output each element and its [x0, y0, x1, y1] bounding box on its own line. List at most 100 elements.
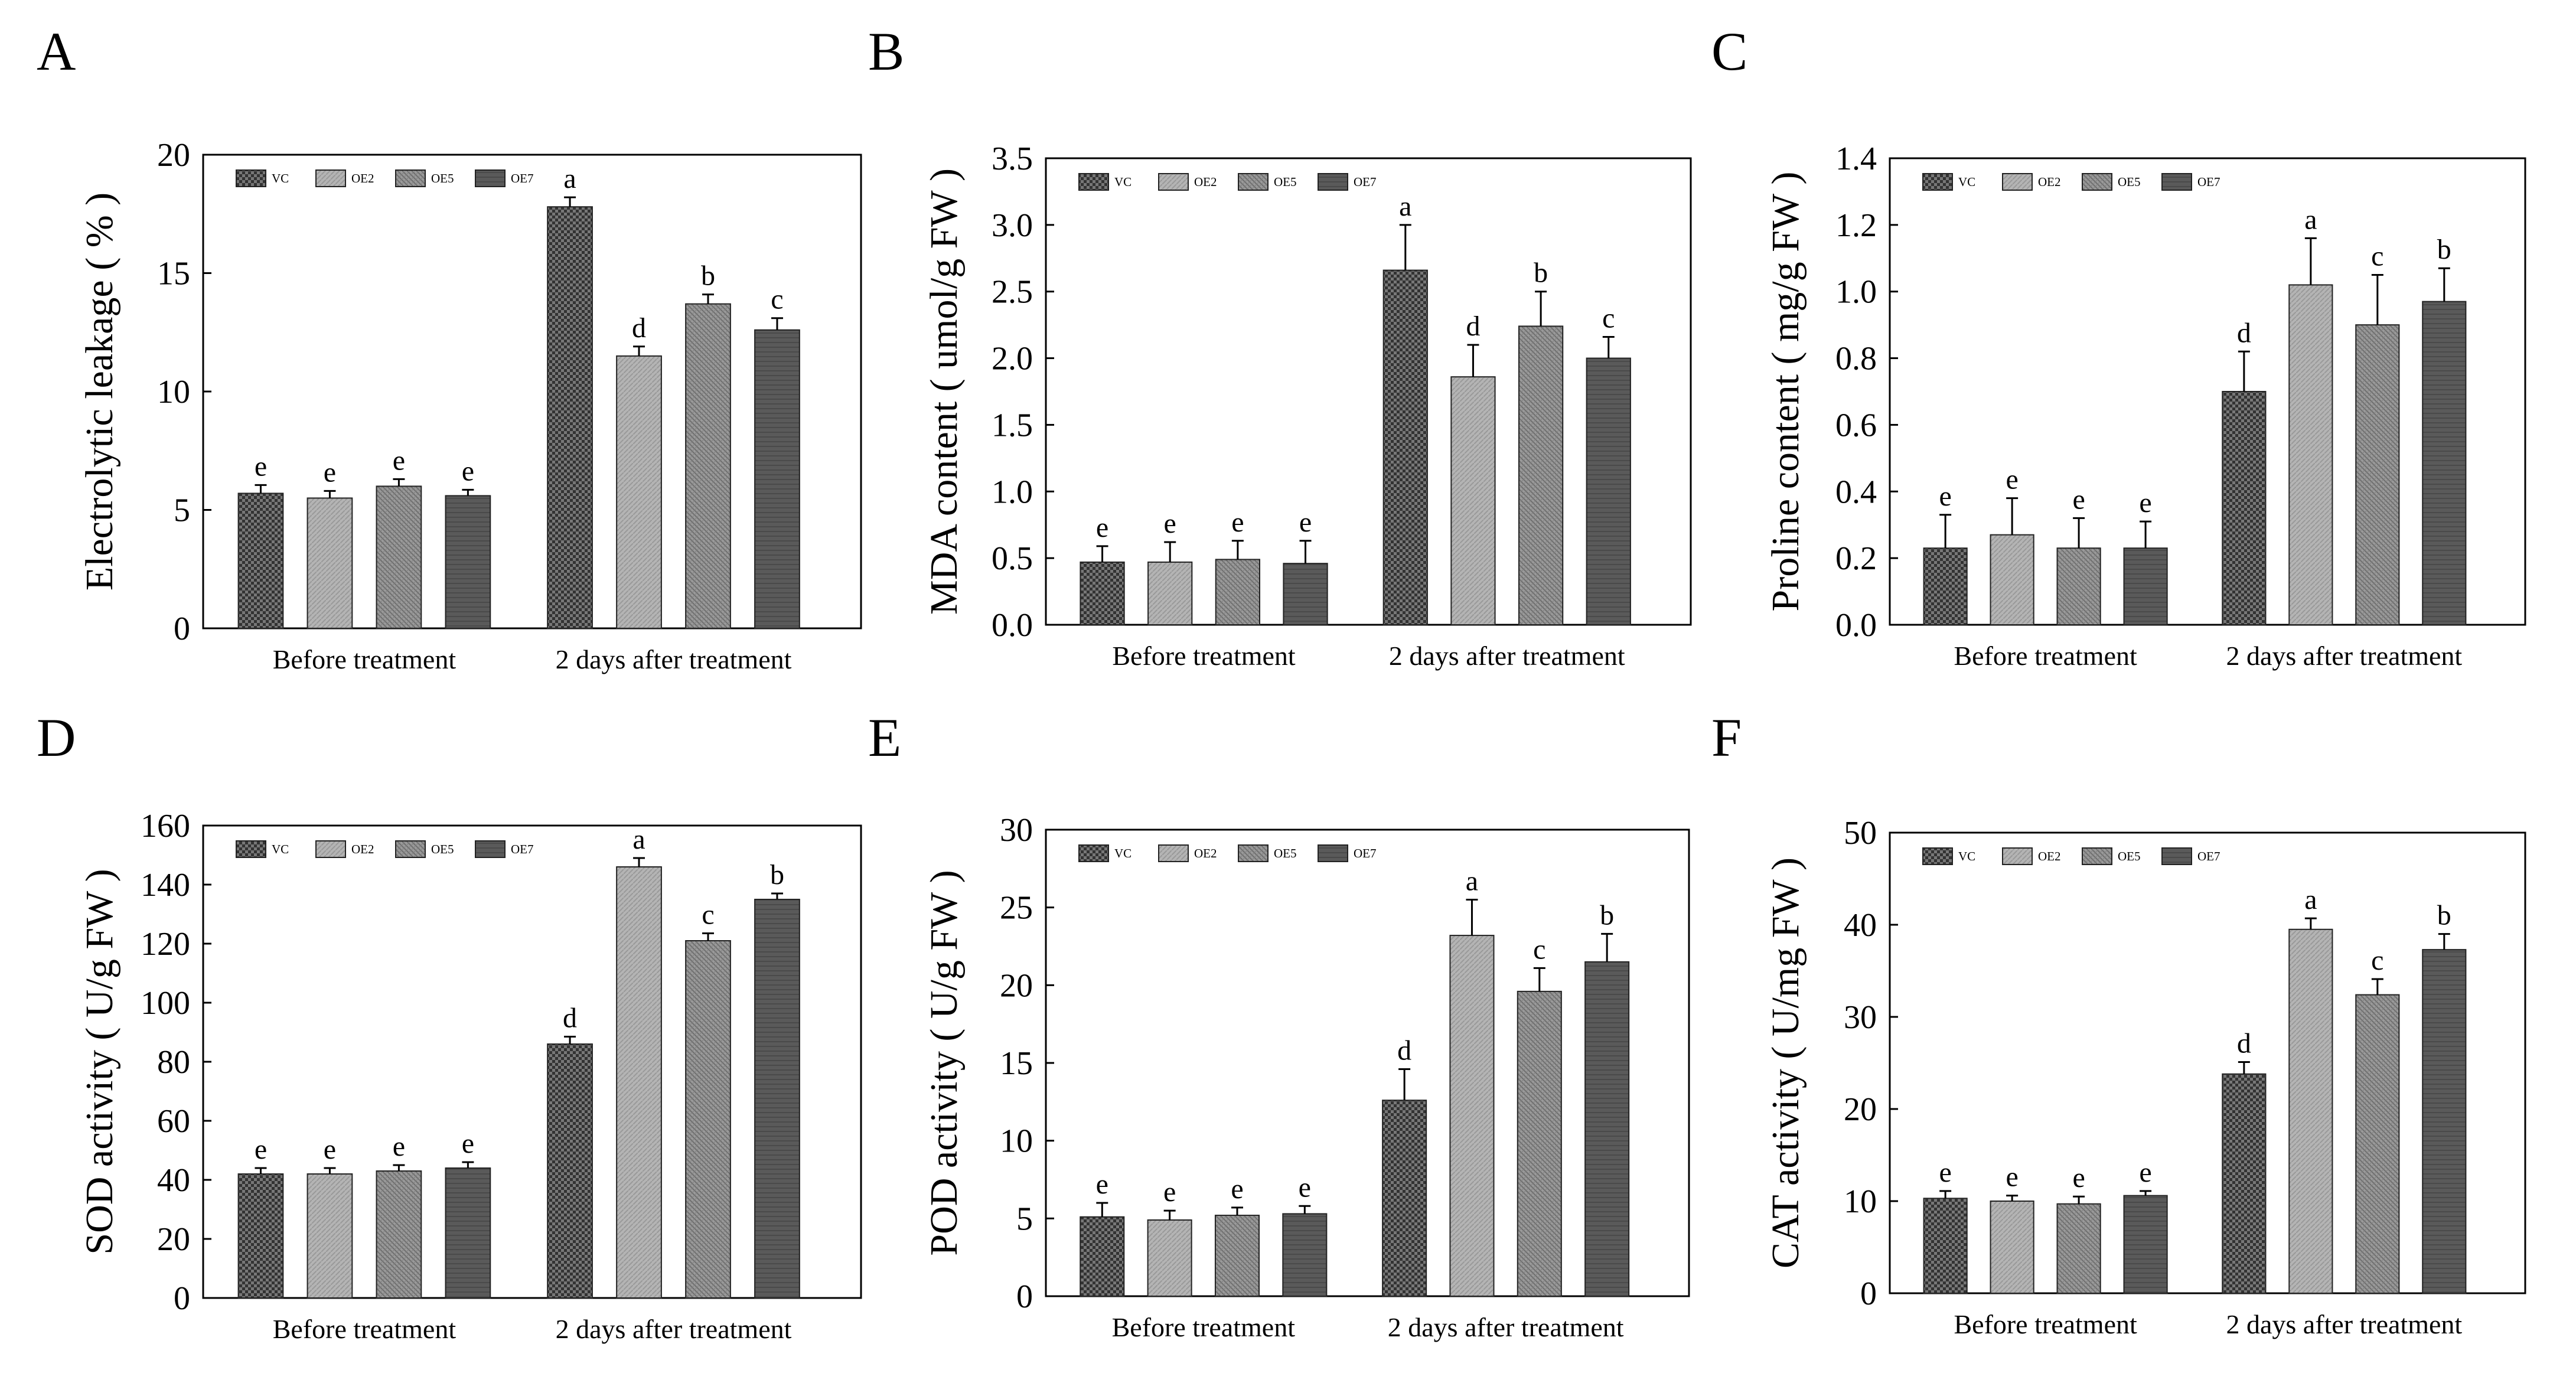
panel-f-bar-vc — [2222, 1073, 2267, 1294]
panel-d-significance-letter: e — [393, 1131, 405, 1162]
panel-b-legend-label: OE5 — [1274, 175, 1297, 189]
panel-a-bar-oe2 — [616, 355, 662, 629]
panel-c-bar-oe7 — [2123, 547, 2168, 626]
panel-b-ytick-label: 2.5 — [992, 274, 1033, 311]
panel-c-bar-vc — [1923, 547, 1968, 626]
panel-e-significance-letter: e — [1096, 1169, 1108, 1200]
panel-c-category-label: 2 days after treatment — [2226, 641, 2462, 671]
panel-d-category-label: Before treatment — [273, 1314, 456, 1344]
panel-a-legend-label: OE5 — [431, 171, 454, 185]
panel-b-significance-letter: e — [1231, 507, 1244, 538]
panel-b-legend-swatch-oe2 — [1158, 173, 1189, 191]
panel-b-ytick-label: 1.5 — [992, 407, 1033, 443]
panel-f-category-label: Before treatment — [1954, 1309, 2137, 1339]
panel-f-significance-letter: b — [2437, 900, 2451, 931]
panel-f-ytick-label: 10 — [1844, 1183, 1877, 1220]
panel-a-category-label: 2 days after treatment — [556, 644, 792, 674]
panel-a-ytick-label: 5 — [174, 492, 190, 529]
panel-d-letter: D — [37, 707, 76, 768]
panel-a: A 0 5 10 15 20 Electrolytic leakage ( % ) e e e e B… — [37, 21, 862, 674]
panel-a-significance-letter: e — [255, 451, 267, 482]
panel-e-significance-letter: a — [1466, 866, 1478, 897]
panel-e: E 0 5 10 15 20 25 30 POD activity ( U/g FW ) e e e e… — [868, 707, 1690, 1342]
panel-f-legend-swatch-oe7 — [2161, 847, 2192, 865]
panel-d: D 0 20 40 60 80 100 120 140 160 SOD activity ( U/g… — [37, 707, 862, 1344]
panel-a-significance-letter: e — [324, 456, 336, 488]
panel-a-bar-vc — [237, 492, 284, 629]
panel-d-ytick-label: 100 — [141, 985, 190, 1022]
panel-c-bar-oe2 — [1990, 534, 2034, 626]
panel-a-legend-swatch-oe2 — [315, 169, 346, 187]
panel-f-frame — [1889, 831, 2526, 1294]
panel-e-legend-swatch-vc — [1078, 844, 1109, 862]
panel-e-legend-swatch-oe5 — [1238, 844, 1269, 862]
panel-d-ytick-label: 120 — [141, 926, 190, 963]
panel-a-significance-letter: a — [563, 163, 576, 194]
panel-f-legend-label: OE5 — [2118, 849, 2141, 863]
panel-a-significance-letter: b — [701, 260, 715, 292]
panel-f-significance-letter: e — [1939, 1157, 1951, 1188]
panel-a-legend-label: OE2 — [351, 171, 374, 185]
panel-a-category-label: Before treatment — [273, 644, 456, 674]
panel-c-bar-oe5 — [2056, 547, 2101, 626]
panel-b-significance-letter: b — [1534, 257, 1548, 289]
panel-d-bar-vc — [237, 1173, 284, 1299]
panel-b-significance-letter: e — [1299, 507, 1312, 538]
panel-d-ytick-label: 140 — [141, 867, 190, 903]
panel-f-letter: F — [1711, 707, 1742, 768]
panel-c-significance-letter: e — [2072, 484, 2085, 515]
panel-f-significance-letter: d — [2237, 1028, 2251, 1059]
panel-d-legend-swatch-vc — [236, 840, 266, 858]
panel-e-letter: E — [868, 707, 901, 768]
panel-e-ytick-label: 20 — [1000, 967, 1033, 1004]
panel-c-ytick-label: 0.4 — [1835, 474, 1877, 510]
panel-c-letter: C — [1711, 21, 1747, 81]
panel-c-significance-letter: c — [2371, 241, 2383, 272]
panel-d-ytick-label: 160 — [141, 808, 190, 844]
panel-c-significance-letter: a — [2304, 204, 2317, 235]
panel-a-ytick-label: 15 — [157, 256, 190, 292]
panel-f-legend-label: VC — [1958, 849, 1975, 863]
panel-a-ylabel: Electrolytic leakage ( % ) — [78, 193, 121, 591]
panel-e-significance-letter: e — [1231, 1173, 1243, 1205]
panel-a-bar-oe5 — [376, 485, 422, 629]
panel-e-significance-letter: e — [1299, 1172, 1311, 1203]
panel-a-bar-oe5 — [685, 303, 731, 629]
panel-d-legend-label: VC — [272, 842, 289, 856]
panel-d-significance-letter: d — [563, 1003, 577, 1034]
panel-c-legend-label: OE7 — [2197, 175, 2220, 189]
panel-c-bar-oe5 — [2355, 324, 2400, 626]
panel-e-legend-swatch-oe7 — [1318, 844, 1348, 862]
panel-d-bar-oe5 — [685, 940, 731, 1299]
panel-c-ytick-label: 1.0 — [1835, 274, 1877, 311]
panel-e-ylabel: POD activity ( U/g FW ) — [922, 870, 966, 1255]
panel-e-bar-oe2 — [1449, 935, 1495, 1297]
panel-a-significance-letter: c — [771, 284, 783, 315]
panel-b-bar-oe5 — [1518, 325, 1564, 626]
panel-c-legend-label: OE2 — [2038, 175, 2061, 189]
panel-c-bar-vc — [2222, 391, 2267, 625]
panel-f-legend-swatch-vc — [1922, 847, 1953, 865]
panel-b-frame — [1045, 157, 1692, 626]
panel-d-significance-letter: e — [324, 1134, 336, 1165]
panel-e-bar-vc — [1382, 1100, 1427, 1297]
panel-e-significance-letter: e — [1163, 1176, 1176, 1208]
panel-a-legend-label: VC — [272, 171, 289, 185]
panel-b-legend-swatch-vc — [1078, 173, 1109, 191]
panel-b-category-label: 2 days after treatment — [1389, 641, 1625, 671]
panel-c-legend-label: VC — [1958, 175, 1975, 189]
panel-f-ytick-label: 50 — [1844, 815, 1877, 852]
panel-d-significance-letter: e — [462, 1128, 474, 1159]
panel-d-bar-oe5 — [376, 1170, 422, 1299]
panel-d-significance-letter: a — [632, 824, 645, 855]
panel-a-legend-swatch-vc — [236, 169, 266, 187]
panel-c-bar-oe7 — [2422, 301, 2467, 625]
panel-b-significance-letter: e — [1164, 508, 1176, 539]
panel-d-ytick-label: 60 — [157, 1103, 190, 1140]
panel-c-ytick-label: 0.6 — [1835, 407, 1877, 443]
panel-e-legend-label: VC — [1114, 846, 1132, 860]
panel-b-legend-label: OE7 — [1354, 175, 1377, 189]
panel-b-ytick-label: 3.5 — [992, 141, 1033, 177]
panel-f-bar-oe2 — [1990, 1201, 2034, 1294]
panel-d-bar-oe7 — [445, 1167, 491, 1299]
